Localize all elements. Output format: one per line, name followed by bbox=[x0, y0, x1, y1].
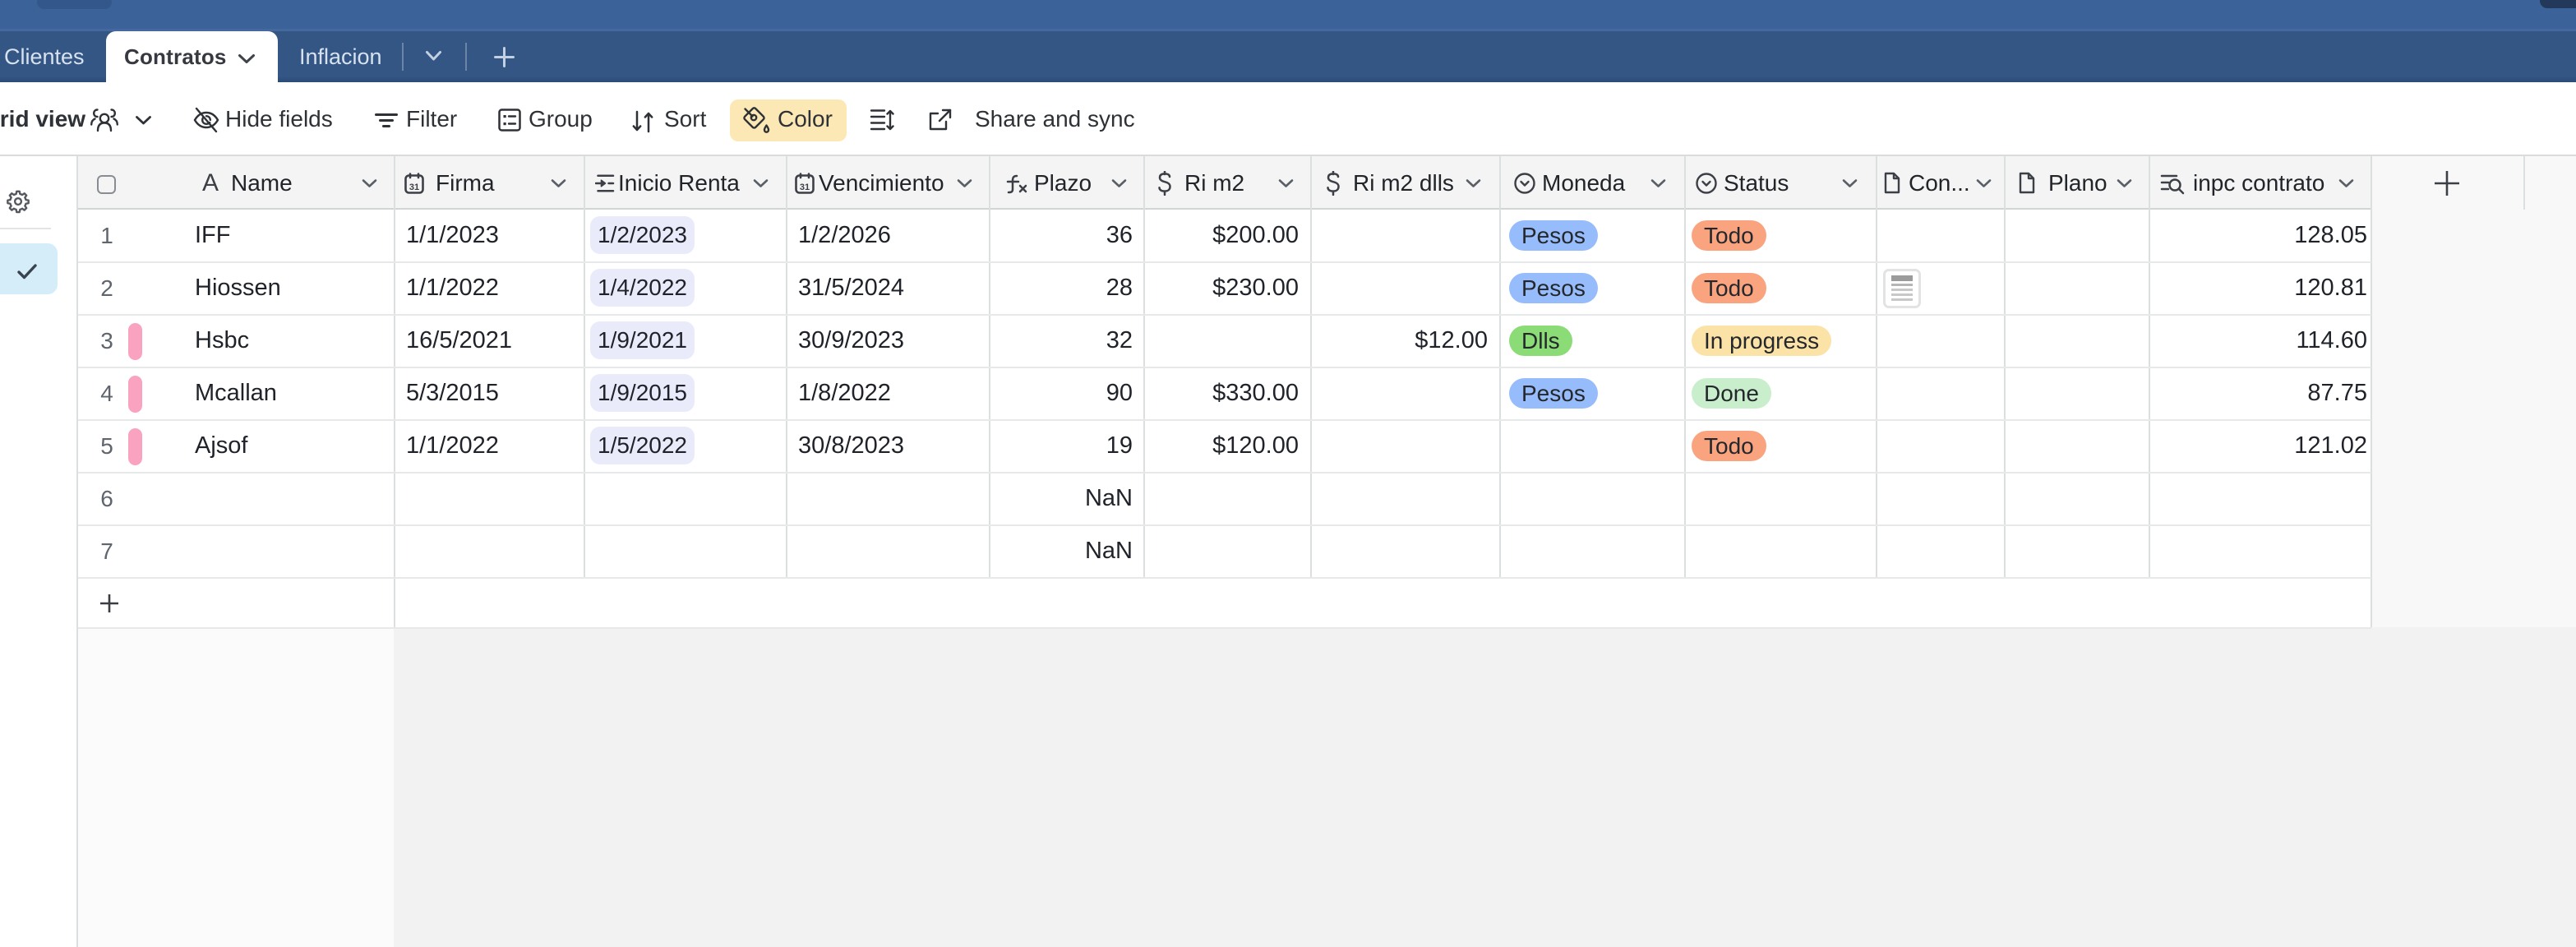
svg-text:31: 31 bbox=[409, 182, 419, 192]
svg-text:31: 31 bbox=[800, 182, 810, 192]
